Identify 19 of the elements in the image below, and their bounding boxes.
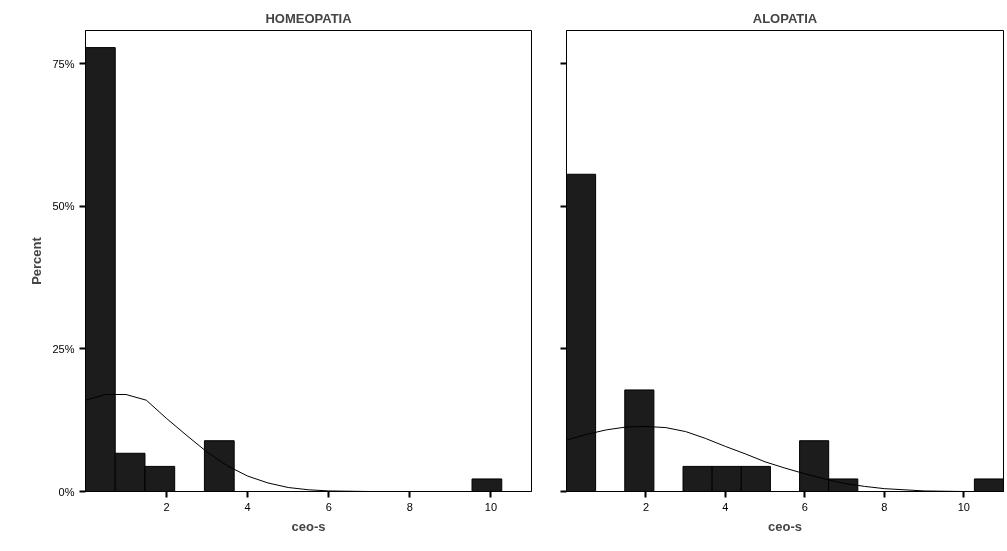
x-tick-label: 6 [325,500,332,513]
x-tick-label: 10 [957,500,970,513]
chart-title: ALOPATIA [752,10,818,26]
x-tick-label: 8 [406,500,413,513]
x-axis-title: ceo-s [291,518,326,534]
x-tick-label: 4 [722,500,729,513]
x-tick-label: 4 [244,500,251,513]
y-tick-label: 0% [58,485,75,498]
chart-title: HOMEOPATIA [265,10,353,26]
y-axis-title: Percent [29,236,45,285]
x-tick-label: 2 [163,500,170,513]
x-tick-label: 6 [801,500,808,513]
y-tick-label: 50% [52,200,75,213]
y-tick-label: 25% [52,342,75,355]
x-tick-label: 8 [881,500,888,513]
x-axis-title: ceo-s [768,518,802,534]
x-tick-label: 2 [642,500,650,513]
y-tick-label: 75% [52,57,75,70]
x-tick-label: 10 [484,500,498,513]
